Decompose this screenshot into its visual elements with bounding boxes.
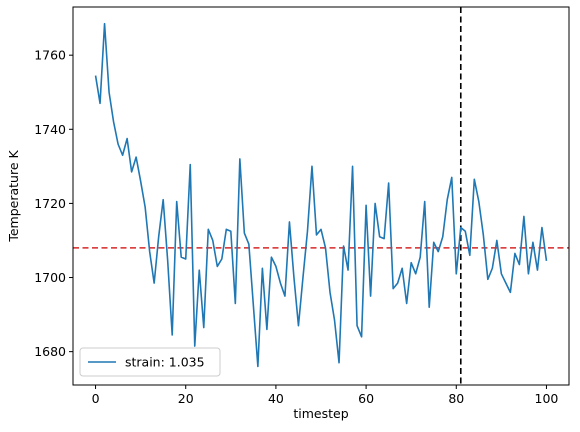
y-tick-label: 1760: [34, 48, 66, 63]
x-tick-label: 80: [448, 391, 464, 406]
x-tick-label: 60: [358, 391, 374, 406]
x-axis-label: timestep: [293, 406, 348, 421]
x-tick-label: 40: [268, 391, 284, 406]
legend-box: [79, 347, 221, 377]
axes-frame: [72, 6, 570, 386]
series-layer: [94, 22, 548, 368]
reference-lines: [73, 7, 569, 385]
legend: strain: 1.035: [79, 347, 221, 377]
x-axis-ticks: 0 20 40 60 80 100: [92, 385, 559, 406]
y-tick-label: 1680: [34, 344, 66, 359]
y-axis-ticks: 1680 1700 1720 1740 1760: [34, 48, 73, 359]
x-tick-label: 20: [178, 391, 194, 406]
x-tick-label: 0: [92, 391, 100, 406]
series-line: [94, 22, 548, 368]
y-axis-label: Temperature K: [6, 150, 21, 243]
y-tick-label: 1720: [34, 196, 66, 211]
x-tick-label: 100: [535, 391, 559, 406]
y-tick-label: 1700: [34, 270, 66, 285]
legend-entry-label: strain: 1.035: [125, 355, 205, 370]
y-tick-label: 1740: [34, 122, 66, 137]
